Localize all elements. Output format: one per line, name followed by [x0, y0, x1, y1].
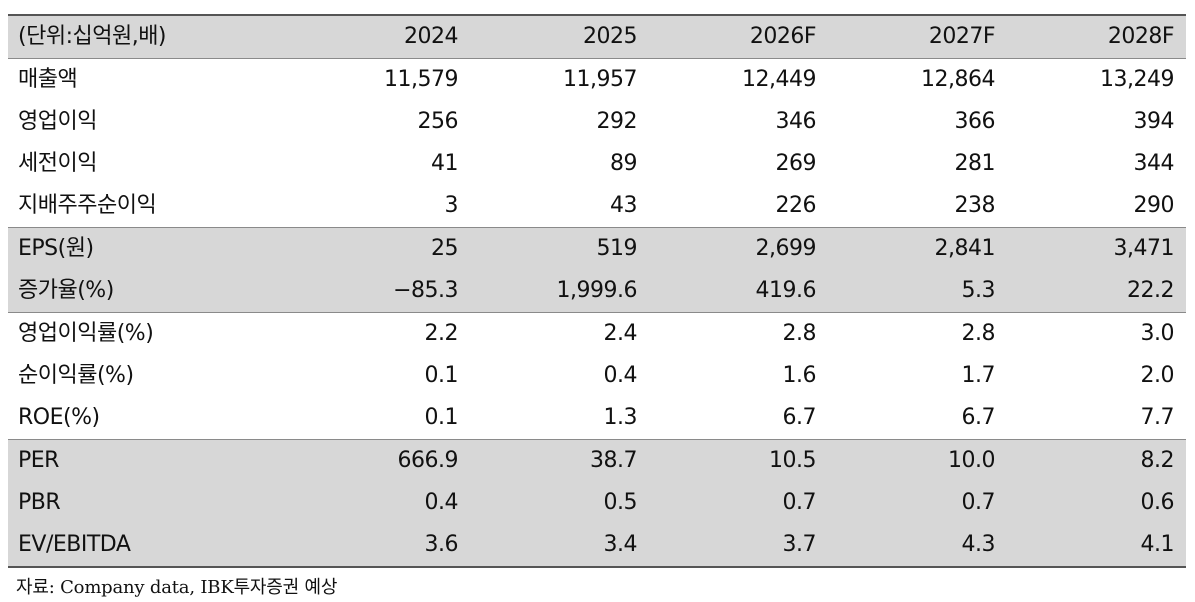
cell-value: 0.5: [603, 490, 638, 515]
row-label: 매출액: [18, 67, 78, 92]
cell-value: 3.0: [1140, 321, 1175, 346]
cell-value: 2.4: [603, 321, 638, 346]
cell-value: 22.2: [1127, 278, 1174, 303]
source-note: 자료: Company data, IBK투자증권 예상: [16, 577, 338, 598]
cell-value: 7.7: [1140, 405, 1175, 430]
table-row: 순이익률(%) 0.1 0.4 1.6 1.7 2.0: [8, 355, 1186, 397]
cell-value: 3,471: [1113, 236, 1175, 261]
cell-value: 2.2: [424, 321, 459, 346]
year-header: 2028F: [1107, 24, 1175, 49]
cell-value: 238: [954, 193, 996, 218]
cell-value: 41: [431, 151, 459, 176]
cell-value: 0.7: [961, 490, 996, 515]
year-header: 2025: [583, 24, 638, 49]
cell-value: 38.7: [590, 448, 637, 473]
cell-value: 3.7: [782, 532, 817, 557]
cell-value: −85.3: [393, 278, 458, 303]
table-header-row: (단위:십억원,배) 2024 2025 2026F 2027F 2028F: [8, 15, 1186, 59]
row-label: EPS(원): [18, 236, 94, 261]
cell-value: 2.0: [1140, 363, 1175, 388]
cell-value: 2,841: [934, 236, 996, 261]
cell-value: 419.6: [755, 278, 817, 303]
cell-value: 281: [954, 151, 996, 176]
cell-value: 0.1: [424, 363, 459, 388]
cell-value: 43: [610, 193, 638, 218]
cell-value: 3.6: [424, 532, 459, 557]
cell-value: 0.6: [1140, 490, 1175, 515]
cell-value: 6.7: [782, 405, 817, 430]
table-row: 지배주주순이익 3 43 226 238 290: [8, 185, 1186, 228]
year-header: 2027F: [928, 24, 996, 49]
cell-value: 12,864: [921, 67, 995, 92]
cell-value: 5.3: [961, 278, 996, 303]
cell-value: 4.1: [1140, 532, 1175, 557]
cell-value: 3: [444, 193, 459, 218]
cell-value: 4.3: [961, 532, 996, 557]
cell-value: 2.8: [782, 321, 817, 346]
cell-value: 11,957: [563, 67, 637, 92]
cell-value: 292: [596, 109, 638, 134]
year-header: 2026F: [749, 24, 817, 49]
cell-value: 344: [1133, 151, 1175, 176]
cell-value: 346: [775, 109, 817, 134]
row-label: ROE(%): [18, 405, 100, 430]
cell-value: 519: [596, 236, 638, 261]
cell-value: 10.5: [769, 448, 816, 473]
table-row: 영업이익률(%) 2.2 2.4 2.8 2.8 3.0: [8, 313, 1186, 356]
table-row: 매출액 11,579 11,957 12,449 12,864 13,249: [8, 59, 1186, 102]
cell-value: 10.0: [948, 448, 995, 473]
cell-value: 6.7: [961, 405, 996, 430]
cell-value: 1.7: [961, 363, 996, 388]
cell-value: 2,699: [755, 236, 817, 261]
cell-value: 89: [610, 151, 638, 176]
cell-value: 394: [1133, 109, 1175, 134]
unit-label: (단위:십억원,배): [18, 24, 167, 49]
table-row: 영업이익 256 292 346 366 394: [8, 101, 1186, 143]
cell-value: 269: [775, 151, 817, 176]
cell-value: 12,449: [742, 67, 816, 92]
cell-value: 3.4: [603, 532, 638, 557]
cell-value: 13,249: [1100, 67, 1174, 92]
table-row: 증가율(%) −85.3 1,999.6 419.6 5.3 22.2: [8, 270, 1186, 313]
cell-value: 226: [775, 193, 817, 218]
table-row: ROE(%) 0.1 1.3 6.7 6.7 7.7: [8, 397, 1186, 440]
row-label: PER: [18, 448, 59, 473]
cell-value: 1.6: [782, 363, 817, 388]
row-label: 세전이익: [18, 151, 97, 176]
cell-value: 0.4: [603, 363, 638, 388]
cell-value: 1,999.6: [556, 278, 638, 303]
row-label: 영업이익률(%): [18, 321, 154, 346]
cell-value: 0.4: [424, 490, 459, 515]
cell-value: 11,579: [384, 67, 458, 92]
cell-value: 666.9: [397, 448, 459, 473]
row-label: 순이익률(%): [18, 363, 134, 388]
cell-value: 256: [417, 109, 459, 134]
table-row: 세전이익 41 89 269 281 344: [8, 143, 1186, 185]
table-row: EPS(원) 25 519 2,699 2,841 3,471: [8, 227, 1186, 270]
row-label: EV/EBITDA: [18, 532, 131, 557]
year-header: 2024: [404, 24, 459, 49]
row-label: 영업이익: [18, 109, 97, 134]
cell-value: 0.7: [782, 490, 817, 515]
row-label: 지배주주순이익: [18, 193, 157, 218]
cell-value: 1.3: [603, 405, 638, 430]
cell-value: 0.1: [424, 405, 459, 430]
cell-value: 25: [431, 236, 459, 261]
table-row: PBR 0.4 0.5 0.7 0.7 0.6: [8, 482, 1186, 524]
table-row: EV/EBITDA 3.6 3.4 3.7 4.3 4.1: [8, 524, 1186, 567]
cell-value: 366: [954, 109, 996, 134]
row-label: PBR: [18, 490, 61, 515]
cell-value: 2.8: [961, 321, 996, 346]
cell-value: 8.2: [1140, 448, 1175, 473]
row-label: 증가율(%): [18, 278, 114, 303]
cell-value: 290: [1133, 193, 1175, 218]
table-row: PER 666.9 38.7 10.5 10.0 8.2: [8, 439, 1186, 482]
financial-table: (단위:십억원,배) 2024 2025 2026F 2027F 2028F 매…: [8, 14, 1186, 568]
